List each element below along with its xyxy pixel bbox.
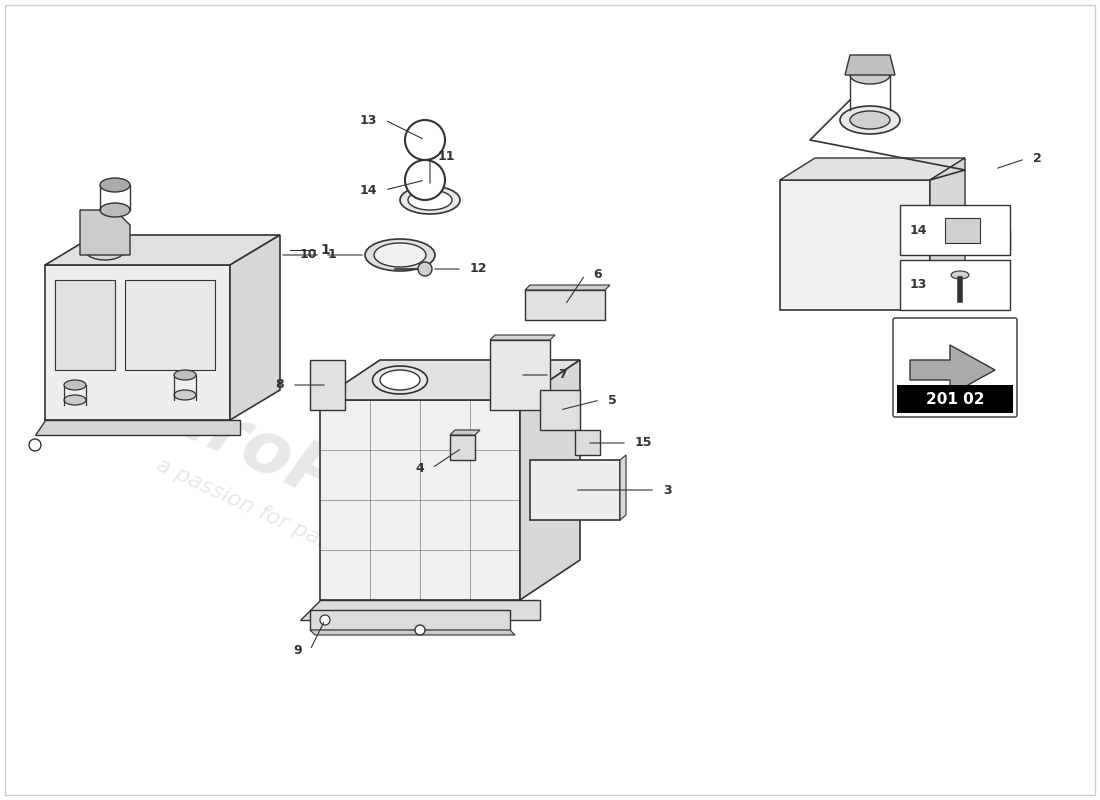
Circle shape: [405, 160, 446, 200]
Bar: [945, 218, 980, 243]
Bar: [125, 280, 214, 370]
Bar: [540, 390, 580, 430]
Text: 12: 12: [470, 262, 487, 275]
Bar: [55, 280, 116, 370]
Ellipse shape: [952, 271, 969, 279]
Ellipse shape: [379, 370, 420, 390]
Polygon shape: [520, 360, 580, 600]
Bar: [900, 205, 1010, 255]
Ellipse shape: [174, 390, 196, 400]
Circle shape: [320, 615, 330, 625]
Polygon shape: [300, 600, 540, 620]
FancyBboxPatch shape: [893, 318, 1018, 417]
Bar: [310, 610, 510, 630]
Text: 5: 5: [608, 394, 617, 406]
Ellipse shape: [408, 190, 452, 210]
Bar: [310, 360, 345, 410]
Polygon shape: [310, 630, 515, 635]
Polygon shape: [450, 430, 480, 435]
Ellipse shape: [373, 366, 428, 394]
Bar: [900, 260, 1010, 310]
Text: 10: 10: [299, 249, 317, 262]
Bar: [450, 435, 475, 460]
Circle shape: [418, 262, 432, 276]
Polygon shape: [845, 55, 895, 75]
Text: 1: 1: [328, 249, 337, 262]
Text: 3: 3: [663, 483, 672, 497]
Ellipse shape: [85, 240, 125, 260]
Ellipse shape: [374, 243, 426, 267]
Text: 1: 1: [320, 243, 330, 257]
Bar: [980, 230, 1010, 250]
Text: euroParts: euroParts: [106, 355, 494, 585]
Text: 4: 4: [416, 462, 424, 474]
Polygon shape: [490, 335, 556, 340]
Circle shape: [29, 439, 41, 451]
Circle shape: [405, 120, 446, 160]
Text: a passion for parts since 1985: a passion for parts since 1985: [153, 455, 466, 615]
Polygon shape: [780, 158, 965, 180]
Ellipse shape: [400, 186, 460, 214]
Bar: [575, 430, 600, 455]
Text: 2: 2: [1033, 153, 1042, 166]
Polygon shape: [35, 420, 240, 435]
Ellipse shape: [100, 203, 130, 217]
Text: 13: 13: [360, 114, 377, 126]
Bar: [530, 460, 620, 520]
Bar: [780, 180, 930, 310]
Polygon shape: [930, 158, 965, 310]
Text: 15: 15: [635, 437, 652, 450]
Ellipse shape: [64, 380, 86, 390]
Ellipse shape: [64, 395, 86, 405]
Text: 9: 9: [294, 643, 302, 657]
Ellipse shape: [365, 239, 435, 271]
Ellipse shape: [174, 370, 196, 380]
Polygon shape: [525, 285, 610, 290]
Text: 8: 8: [275, 378, 284, 391]
Ellipse shape: [100, 178, 130, 192]
Circle shape: [415, 625, 425, 635]
Text: 14: 14: [360, 183, 377, 197]
Polygon shape: [910, 345, 996, 395]
Text: 11: 11: [438, 150, 455, 162]
Text: 201 02: 201 02: [926, 391, 984, 406]
Text: 14: 14: [910, 223, 927, 237]
Bar: [525, 290, 605, 320]
Polygon shape: [45, 265, 230, 420]
Polygon shape: [320, 400, 520, 600]
Ellipse shape: [850, 66, 890, 84]
Polygon shape: [80, 210, 130, 255]
Ellipse shape: [850, 111, 890, 129]
Polygon shape: [230, 235, 280, 420]
Text: 6: 6: [593, 269, 602, 282]
Polygon shape: [320, 360, 580, 400]
Polygon shape: [620, 455, 626, 520]
Text: 13: 13: [910, 278, 927, 291]
Bar: [490, 340, 550, 410]
Ellipse shape: [840, 106, 900, 134]
Polygon shape: [45, 235, 280, 265]
Bar: [896, 385, 1013, 413]
Text: 7: 7: [558, 369, 566, 382]
